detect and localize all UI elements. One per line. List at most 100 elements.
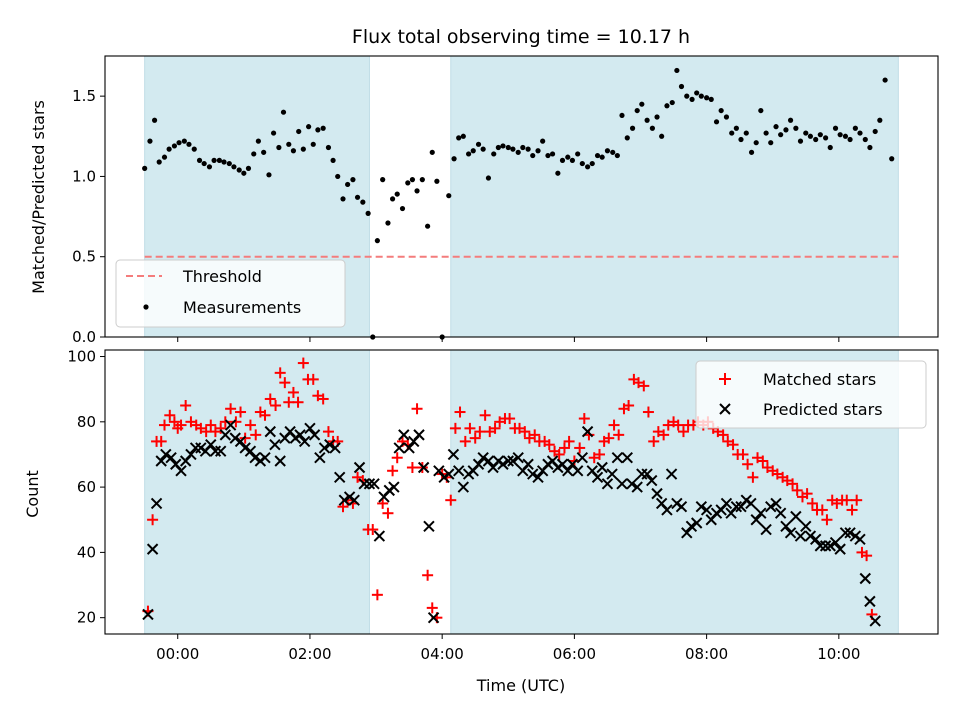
matched-star-point — [264, 393, 276, 405]
predicted-star-point — [403, 442, 415, 454]
measurement-point — [807, 133, 814, 139]
y-tick-label: 0.0 — [72, 328, 96, 346]
matched-star-point — [806, 497, 818, 509]
measurement-point — [510, 146, 516, 152]
measurements-series — [142, 67, 895, 340]
predicted-star-point — [824, 540, 836, 552]
matched-star-point — [274, 367, 286, 379]
matched-star-point — [474, 426, 486, 438]
measurement-point — [166, 146, 172, 152]
measurement-point — [405, 180, 411, 186]
measurement-point — [491, 151, 497, 157]
matched-star-point — [454, 406, 466, 418]
predicted-x-b — [700, 504, 713, 516]
predicted-x-b — [621, 452, 633, 464]
matched-star-point — [259, 409, 271, 421]
measurement-point — [251, 151, 257, 157]
measurement-point — [803, 130, 809, 136]
measurement-point — [206, 164, 213, 170]
measurement-point — [644, 117, 650, 123]
predicted-star-point — [264, 425, 276, 438]
measurement-point — [520, 144, 526, 151]
predicted-star-point — [155, 455, 167, 467]
measurement-point — [345, 181, 351, 188]
predicted-x-b — [760, 523, 772, 536]
predicted-x-b — [571, 465, 584, 477]
predicted-star-point — [229, 432, 241, 444]
predicted-star-point — [142, 608, 154, 621]
predicted-x-b — [417, 461, 430, 474]
predicted-x-b — [333, 471, 346, 484]
predicted-star-point — [532, 471, 544, 484]
matched-star-point — [426, 602, 438, 614]
predicted-x-b — [224, 419, 237, 431]
measurement-point — [624, 135, 630, 141]
predicted-x-b — [750, 514, 762, 526]
predicted-x-b — [596, 461, 608, 474]
matched-star-point — [563, 435, 575, 447]
measurement-point — [231, 164, 237, 170]
predicted-star-point — [353, 461, 366, 474]
top-legend: Threshold Measurements — [115, 259, 346, 328]
matched-star-point — [200, 426, 212, 438]
predicted-x-b — [284, 425, 296, 438]
predicted-star-point — [427, 611, 440, 624]
measurement-point — [255, 138, 261, 144]
matched-star-point — [519, 426, 531, 438]
predicted-star-point — [259, 452, 271, 464]
predicted-star-point — [497, 458, 509, 470]
predicted-x-b — [160, 448, 172, 461]
predicted-star-point — [869, 615, 881, 627]
measurement-point — [335, 173, 341, 180]
predicted-star-point — [482, 455, 495, 467]
measurement-point — [882, 77, 888, 83]
matched-star-point — [270, 399, 282, 411]
predicted-star-point — [774, 507, 787, 519]
predicted-x-b — [800, 520, 812, 532]
predicted-x-b — [804, 530, 817, 542]
matched-star-point — [387, 465, 399, 477]
predicted-x-b — [229, 432, 241, 444]
measurement-point — [266, 172, 272, 178]
measurement-point — [156, 159, 162, 165]
measurement-point — [729, 130, 735, 136]
matched-star-point — [391, 452, 403, 464]
measurement-point — [296, 128, 302, 135]
predicted-x-b — [259, 452, 271, 464]
matched-star-point — [225, 403, 237, 415]
predicted-x-b — [790, 510, 802, 523]
measurement-point — [797, 138, 804, 144]
predicted-x-b — [403, 442, 415, 454]
predicted-star-point — [755, 507, 767, 519]
measurement-point — [579, 160, 585, 167]
measurement-point — [758, 107, 764, 114]
predicted-star-point — [333, 471, 346, 484]
measurement-point — [221, 159, 227, 165]
predicted-x-b — [142, 608, 154, 621]
predicted-x-b — [457, 481, 470, 493]
matched-star-point — [307, 373, 319, 385]
measurement-point — [674, 67, 680, 74]
measurement-point — [763, 130, 769, 136]
predicted-star-point — [770, 497, 782, 510]
predicted-x-b — [626, 478, 638, 490]
measurement-point — [419, 177, 425, 183]
predicted-x-b — [655, 497, 668, 510]
predicted-x-b — [175, 465, 187, 477]
matched-star-point — [747, 471, 759, 483]
measurement-point — [748, 149, 755, 155]
predicted-star-point — [308, 429, 321, 441]
measurement-point — [280, 109, 287, 115]
predicted-star-point — [576, 452, 589, 464]
matched-star-point — [742, 458, 754, 470]
measurement-point — [385, 220, 391, 226]
measurement-point — [559, 157, 566, 163]
predicted-x-b — [616, 478, 628, 490]
predicted-x-b — [784, 527, 797, 539]
predicted-x-b — [611, 452, 624, 464]
measurement-point — [585, 164, 591, 170]
y-tick-label: 20 — [77, 609, 96, 627]
measurement-point — [540, 138, 546, 144]
measurement-point — [604, 148, 611, 154]
predicted-star-point — [651, 487, 663, 500]
